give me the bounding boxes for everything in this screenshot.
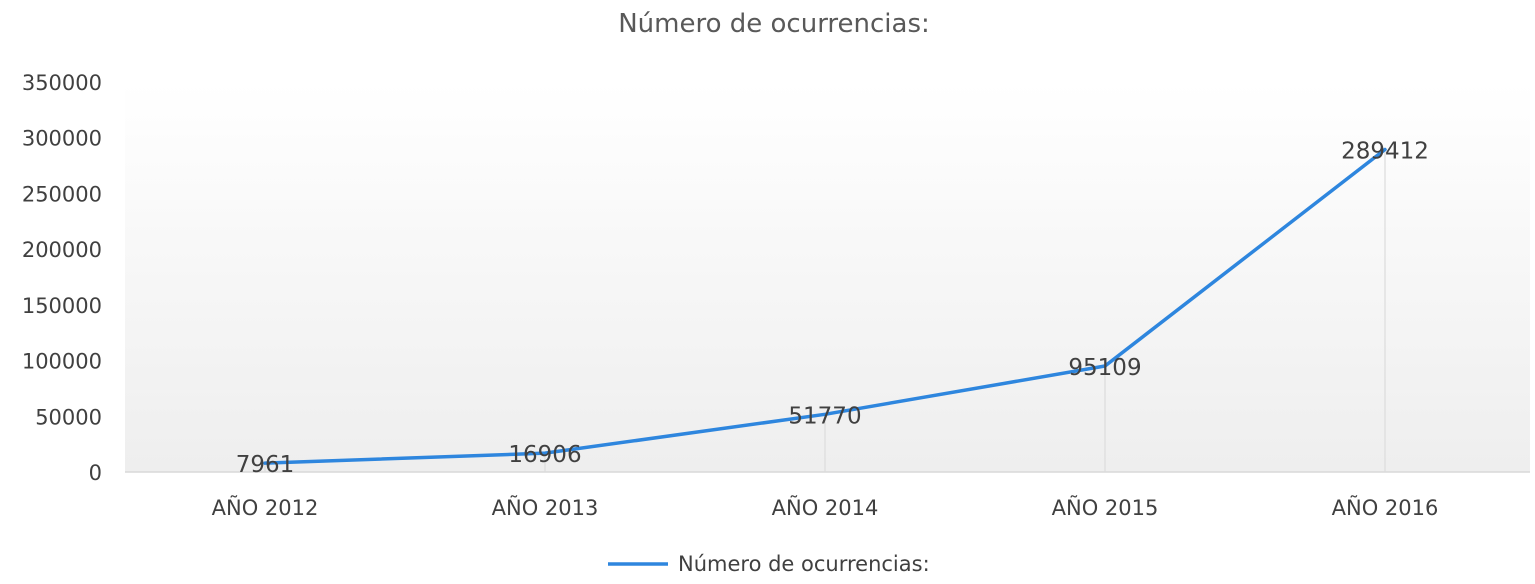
- legend: Número de ocurrencias:: [608, 552, 930, 576]
- data-label: 289412: [1341, 139, 1429, 165]
- series-line: [263, 147, 1387, 465]
- y-tick-label: 350000: [22, 71, 102, 95]
- x-tick-label: AÑO 2014: [772, 494, 879, 520]
- y-axis: 0 50000 100000 150000 200000 250000 300000 3500…: [22, 71, 102, 485]
- legend-label: Número de ocurrencias:: [678, 552, 930, 576]
- y-tick-label: 250000: [22, 182, 102, 206]
- data-label: 7961: [236, 452, 295, 478]
- y-tick-label: 100000: [22, 350, 102, 374]
- x-tick-label: AÑO 2016: [1332, 494, 1439, 520]
- x-tick-label: AÑO 2012: [212, 494, 319, 520]
- x-tick-label: AÑO 2015: [1052, 494, 1159, 520]
- data-labels: 7961 16906 51770 95109 289412: [236, 139, 1429, 479]
- plot-area: [125, 82, 1530, 472]
- x-axis: AÑO 2012 AÑO 2013 AÑO 2014 AÑO 2015 AÑO 2016: [212, 494, 1439, 520]
- y-tick-label: 50000: [35, 405, 102, 429]
- y-tick-label: 150000: [22, 294, 102, 318]
- data-label: 16906: [508, 442, 581, 468]
- x-tick-label: AÑO 2013: [492, 494, 599, 520]
- y-tick-label: 0: [89, 461, 102, 485]
- data-label: 51770: [788, 403, 861, 429]
- drop-lines: [264, 149, 1386, 472]
- y-tick-label: 300000: [22, 127, 102, 151]
- y-tick-label: 200000: [22, 238, 102, 262]
- data-label: 95109: [1068, 355, 1141, 381]
- chart-title: Número de ocurrencias:: [618, 9, 930, 39]
